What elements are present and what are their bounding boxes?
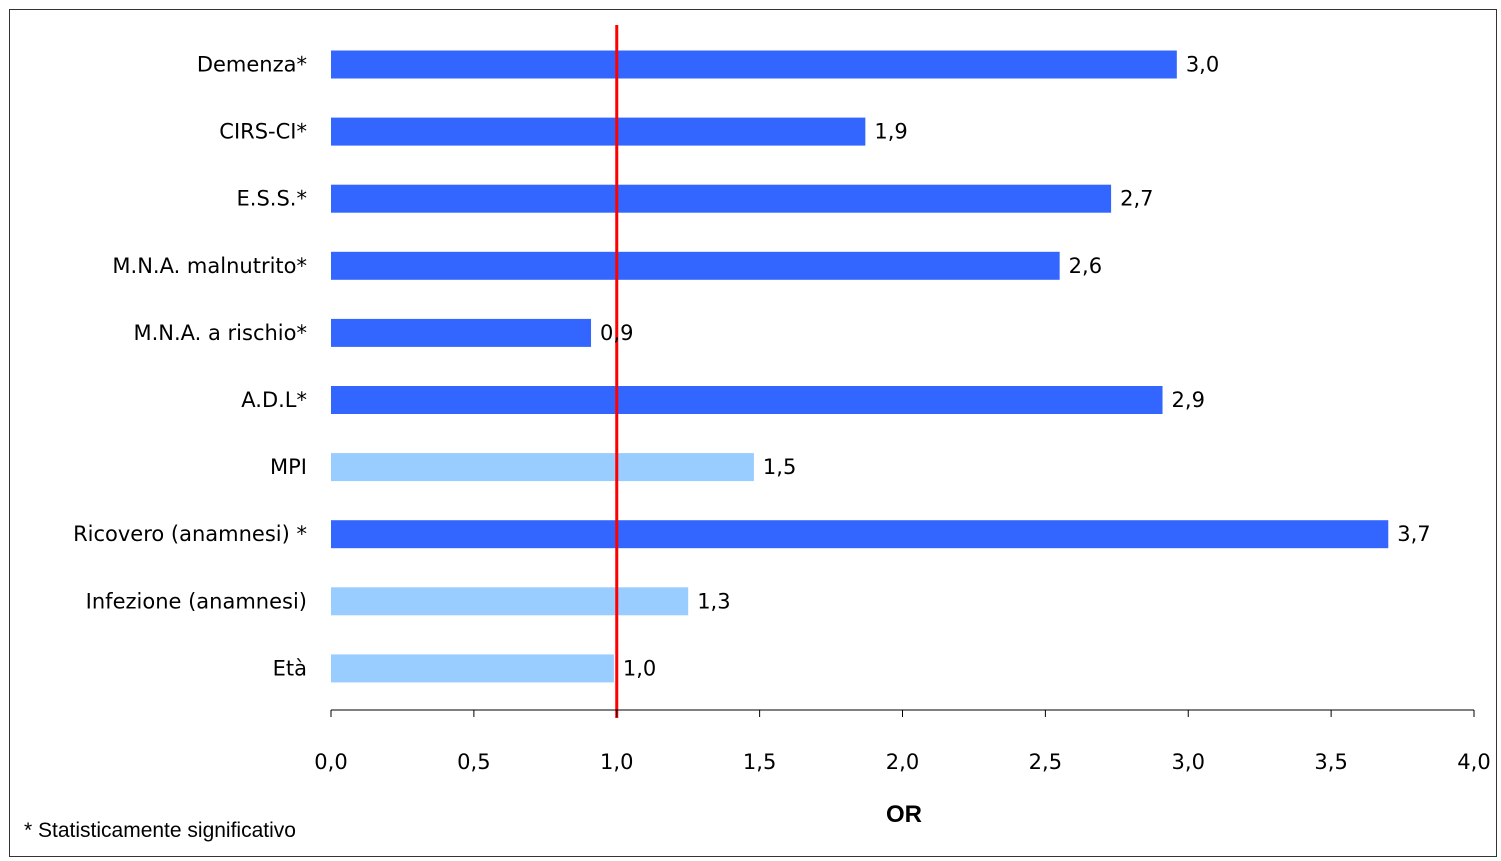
data-label: 1,5: [763, 455, 796, 479]
footnote: * Statisticamente significativo: [24, 819, 296, 842]
category-label: M.N.A. malnutrito*: [112, 254, 307, 278]
x-axis: 0,0 0,5 1,0 1,5 2,0 2,5 3,0 3,5 4,0: [314, 709, 1491, 774]
category-label: CIRS-CI*: [219, 120, 307, 144]
bar: [331, 453, 754, 482]
data-label: 3,0: [1186, 53, 1219, 77]
x-tick-label: 0,5: [457, 750, 490, 774]
x-tick-label: 3,5: [1314, 750, 1347, 774]
bar: [331, 184, 1112, 213]
bar: [331, 50, 1177, 79]
category-label: Infezione (anamnesi): [86, 589, 307, 613]
x-tick-label: 2,0: [886, 750, 919, 774]
category-label: E.S.S.*: [237, 187, 307, 211]
category-label: A.D.L*: [241, 388, 307, 412]
x-axis-title: OR: [886, 801, 922, 828]
category-label: Demenza*: [197, 53, 307, 77]
category-label: Ricovero (anamnesi) *: [73, 522, 307, 546]
data-label: 3,7: [1397, 522, 1430, 546]
bar: [331, 117, 866, 146]
bars-layer: [331, 50, 1389, 683]
x-tick-label: 1,0: [600, 750, 633, 774]
data-label: 0,9: [600, 321, 633, 345]
category-label: M.N.A. a rischio*: [133, 321, 307, 345]
data-label: 1,9: [874, 120, 907, 144]
labels-layer: Demenza* 3,0 CIRS-CI* 1,9 E.S.S.* 2,7 M.N.A. m…: [73, 53, 1431, 681]
data-label: 2,9: [1172, 388, 1205, 412]
x-tick-label: 0,0: [314, 750, 347, 774]
chart-frame: [9, 9, 1497, 857]
x-tick-label: 3,0: [1172, 750, 1205, 774]
category-label: MPI: [270, 455, 307, 479]
x-tick-label: 1,5: [743, 750, 776, 774]
bar: [331, 520, 1389, 549]
category-label: Età: [273, 656, 307, 680]
data-label: 2,6: [1069, 254, 1102, 278]
bar: [331, 386, 1163, 414]
data-label: 1,0: [623, 656, 656, 680]
x-tick-label: 4,0: [1457, 750, 1490, 774]
data-label: 2,7: [1120, 187, 1153, 211]
bar: [331, 587, 689, 616]
bar: [331, 318, 592, 347]
x-tick-label: 2,5: [1029, 750, 1062, 774]
bar: [331, 251, 1060, 280]
data-label: 1,3: [697, 589, 730, 613]
bar: [331, 654, 614, 683]
